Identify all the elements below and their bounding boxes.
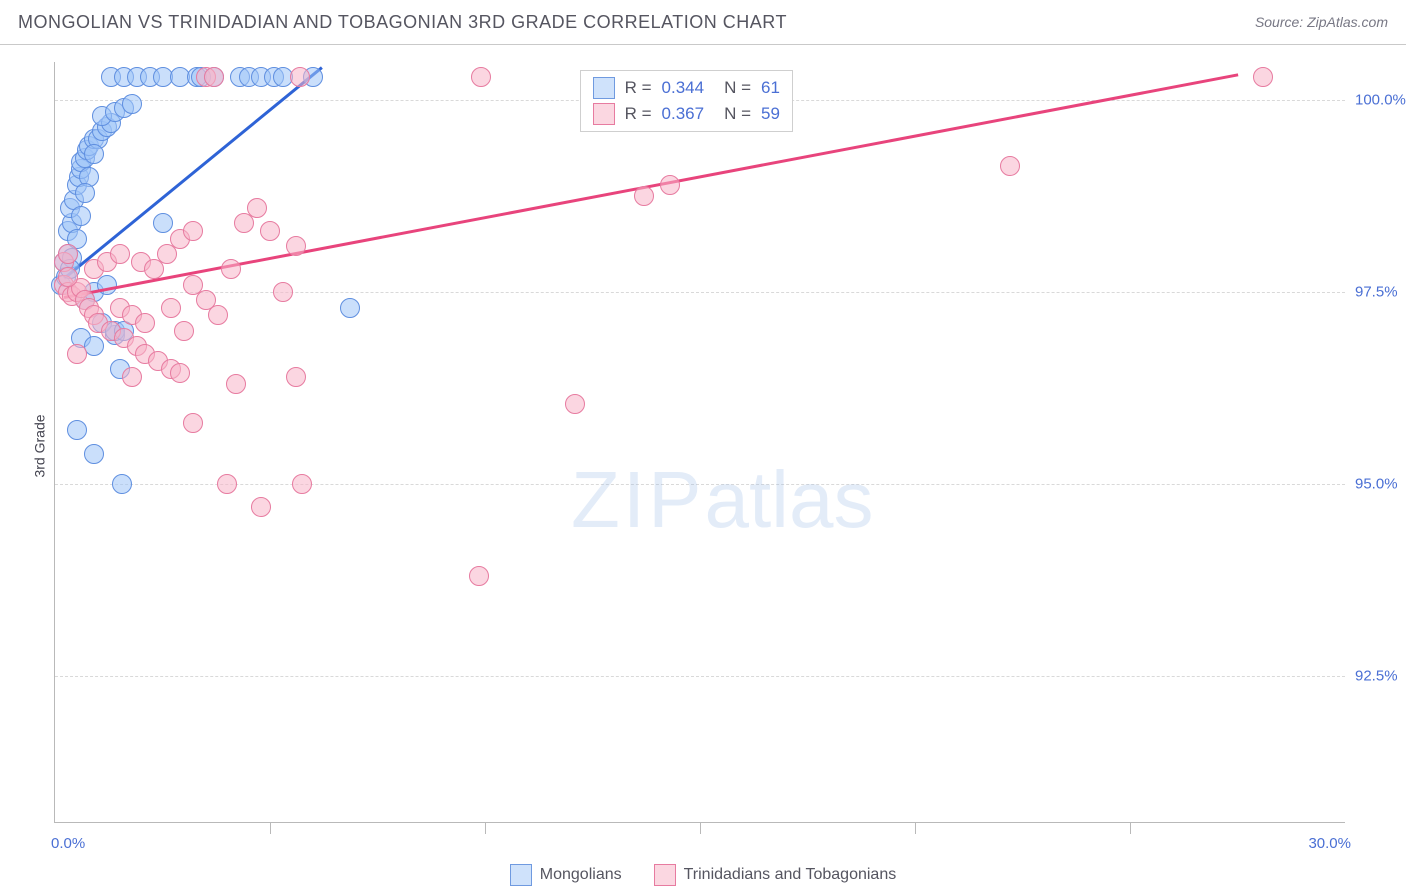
x-tick xyxy=(485,822,486,834)
data-point xyxy=(174,321,194,341)
data-point xyxy=(565,394,585,414)
r-label: R = xyxy=(625,104,652,124)
legend-swatch xyxy=(593,103,615,125)
y-axis-label: 3rd Grade xyxy=(32,414,48,477)
data-point xyxy=(221,259,241,279)
r-value: 0.344 xyxy=(662,78,705,98)
x-tick xyxy=(1130,822,1131,834)
data-point xyxy=(67,344,87,364)
x-tick xyxy=(915,822,916,834)
data-point xyxy=(660,175,680,195)
data-point xyxy=(122,94,142,114)
data-point xyxy=(122,367,142,387)
data-point xyxy=(112,474,132,494)
data-point xyxy=(67,420,87,440)
data-point xyxy=(290,67,310,87)
legend-swatch xyxy=(510,864,532,886)
chart-title: MONGOLIAN VS TRINIDADIAN AND TOBAGONIAN … xyxy=(18,12,787,33)
data-point xyxy=(84,444,104,464)
data-point xyxy=(251,497,271,517)
legend-item-trinidadians: Trinidadians and Tobagonians xyxy=(654,864,897,886)
x-tick-label: 0.0% xyxy=(51,835,85,852)
data-point xyxy=(273,282,293,302)
n-value: 61 xyxy=(761,78,780,98)
data-point xyxy=(226,374,246,394)
stat-legend-row: R = 0.344 N = 61 xyxy=(589,75,784,101)
watermark: ZIPatlas xyxy=(571,454,873,546)
data-point xyxy=(340,298,360,318)
data-point xyxy=(286,236,306,256)
data-point xyxy=(183,221,203,241)
data-point xyxy=(153,213,173,233)
y-tick-label: 97.5% xyxy=(1355,284,1406,301)
x-tick-label: 30.0% xyxy=(1308,835,1351,852)
data-point xyxy=(634,186,654,206)
gridline xyxy=(55,676,1345,677)
y-tick-label: 95.0% xyxy=(1355,476,1406,493)
plot-area: 92.5%95.0%97.5%100.0%0.0%30.0%ZIPatlasR … xyxy=(54,62,1345,823)
data-point xyxy=(292,474,312,494)
r-label: R = xyxy=(625,78,652,98)
data-point xyxy=(208,305,228,325)
y-tick-label: 100.0% xyxy=(1355,92,1406,109)
data-point xyxy=(471,67,491,87)
data-point xyxy=(217,474,237,494)
data-point xyxy=(469,566,489,586)
data-point xyxy=(170,363,190,383)
y-tick-label: 92.5% xyxy=(1355,668,1406,685)
legend-label: Trinidadians and Tobagonians xyxy=(684,866,897,884)
x-tick xyxy=(270,822,271,834)
bottom-legend: Mongolians Trinidadians and Tobagonians xyxy=(0,864,1406,886)
data-point xyxy=(110,244,130,264)
data-point xyxy=(183,413,203,433)
data-point xyxy=(84,144,104,164)
legend-item-mongolians: Mongolians xyxy=(510,864,622,886)
trend-line xyxy=(63,66,323,279)
stat-legend-row: R = 0.367 N = 59 xyxy=(589,101,784,127)
n-label: N = xyxy=(724,104,751,124)
data-point xyxy=(75,183,95,203)
data-point xyxy=(161,298,181,318)
data-point xyxy=(260,221,280,241)
legend-swatch xyxy=(593,77,615,99)
data-point xyxy=(135,313,155,333)
n-value: 59 xyxy=(761,104,780,124)
stat-legend: R = 0.344 N = 61 R = 0.367 N = 59 xyxy=(580,70,793,132)
data-point xyxy=(58,244,78,264)
r-value: 0.367 xyxy=(662,104,705,124)
data-point xyxy=(1253,67,1273,87)
data-point xyxy=(204,67,224,87)
gridline xyxy=(55,292,1345,293)
data-point xyxy=(84,336,104,356)
legend-swatch xyxy=(654,864,676,886)
n-label: N = xyxy=(724,78,751,98)
data-point xyxy=(1000,156,1020,176)
data-point xyxy=(247,198,267,218)
legend-label: Mongolians xyxy=(540,866,622,884)
data-point xyxy=(71,206,91,226)
data-point xyxy=(286,367,306,387)
x-tick xyxy=(700,822,701,834)
gridline xyxy=(55,484,1345,485)
title-bar: MONGOLIAN VS TRINIDADIAN AND TOBAGONIAN … xyxy=(0,0,1406,45)
data-point xyxy=(58,267,78,287)
source-attribution: Source: ZipAtlas.com xyxy=(1255,14,1388,30)
